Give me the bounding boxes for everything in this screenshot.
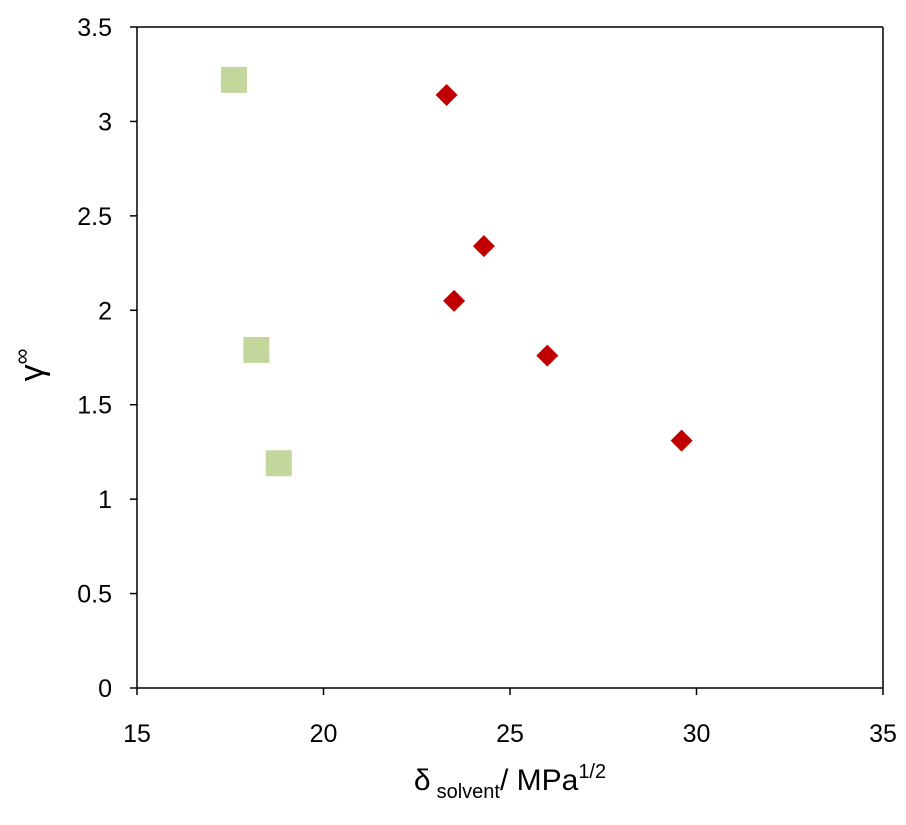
y-axis-title-superscript: ∞ [9,349,34,365]
y-tick-label: 3 [98,108,112,136]
x-axis-title-superscript: 1/2 [578,761,606,783]
y-tick-label: 0 [98,675,112,703]
plot-area [136,26,884,689]
diamond-marker [435,83,458,106]
y-tick-label: 1 [98,486,112,514]
y-tick-label: 0.5 [77,581,112,609]
diamond-marker [536,344,559,367]
y-tick-label: 2.5 [77,203,112,231]
y-axis-title-main: γ [13,364,51,381]
data-markers [220,66,693,477]
diamond-marker [670,429,693,452]
square-marker [220,66,247,93]
x-tick-label: 35 [869,720,897,748]
diamond-marker [443,289,466,312]
y-tick-label: 1.5 [77,392,112,420]
y-axis-title: γ∞ [9,349,51,382]
x-tick-label: 25 [496,720,524,748]
x-tick-label: 20 [310,720,338,748]
square-marker [265,450,292,477]
x-axis-ticks: 15 20 25 30 35 [123,688,897,748]
x-axis-title-main: δ [414,764,431,797]
x-tick-label: 15 [123,720,151,748]
x-tick-label: 30 [683,720,711,748]
y-axis-ticks: 0 0.5 1 1.5 2 2.5 3 3.5 [77,14,137,703]
diamond-marker [472,235,495,258]
y-tick-label: 3.5 [77,14,112,42]
x-axis-title-subscript: solvent [437,781,501,803]
x-axis-title-suffix: / MPa [500,764,579,797]
square-marker [243,336,270,363]
x-axis-title: δ solvent/ MPa1/2 [414,761,606,803]
y-tick-label: 2 [98,297,112,325]
